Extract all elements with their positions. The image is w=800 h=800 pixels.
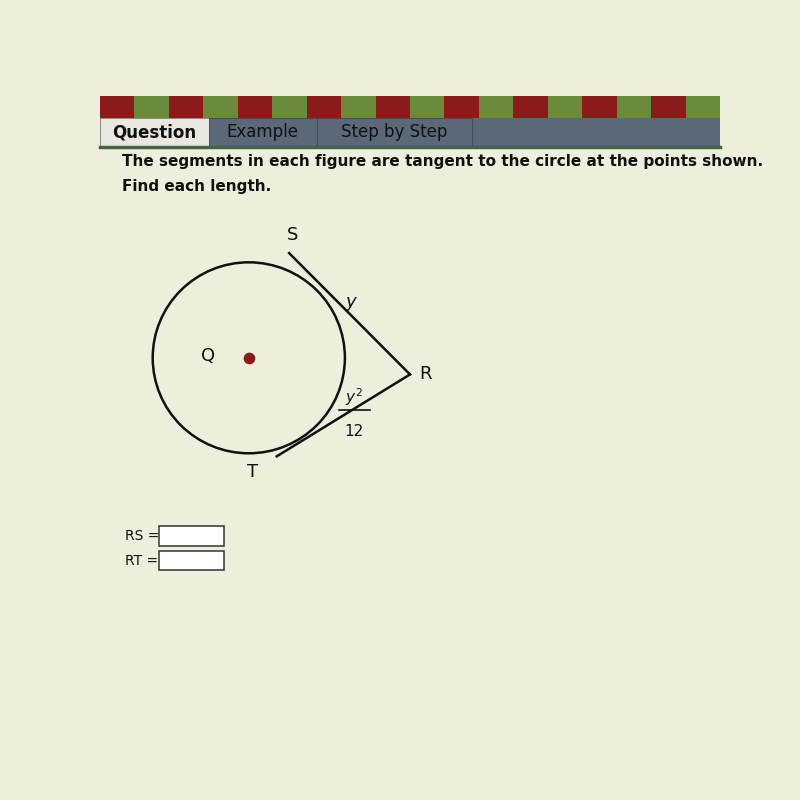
Bar	[375, 96, 410, 118]
Bar	[617, 96, 651, 118]
Text: Q: Q	[202, 347, 215, 365]
Bar	[479, 96, 514, 118]
Bar	[686, 96, 720, 118]
Bar	[317, 118, 472, 146]
Text: Step by Step: Step by Step	[342, 123, 448, 141]
Text: Example: Example	[226, 123, 298, 141]
Bar	[169, 96, 203, 118]
Bar	[306, 96, 341, 118]
Bar	[548, 96, 582, 118]
Text: S: S	[286, 226, 298, 244]
Bar	[100, 118, 720, 146]
Bar	[100, 96, 134, 118]
Bar	[100, 118, 209, 146]
Bar	[159, 526, 224, 546]
Text: The segments in each figure are tangent to the circle at the points shown.: The segments in each figure are tangent …	[122, 154, 763, 169]
Bar	[272, 96, 306, 118]
Bar	[134, 96, 169, 118]
Bar	[341, 96, 375, 118]
Text: Find each length.: Find each length.	[122, 178, 271, 194]
Text: Question: Question	[112, 123, 196, 141]
Bar	[159, 550, 224, 570]
Bar	[651, 96, 686, 118]
Bar	[445, 96, 479, 118]
Text: RS =: RS =	[125, 530, 159, 543]
Text: R: R	[419, 366, 432, 383]
Text: 12: 12	[345, 424, 364, 439]
Bar	[514, 96, 548, 118]
Bar	[209, 118, 317, 146]
Text: y: y	[346, 294, 357, 311]
Text: RT =: RT =	[125, 554, 158, 568]
Text: $y^2$: $y^2$	[346, 386, 363, 408]
Point	[242, 351, 255, 364]
Bar	[410, 96, 445, 118]
Text: T: T	[247, 462, 258, 481]
Bar	[582, 96, 617, 118]
Bar	[203, 96, 238, 118]
Bar	[238, 96, 272, 118]
